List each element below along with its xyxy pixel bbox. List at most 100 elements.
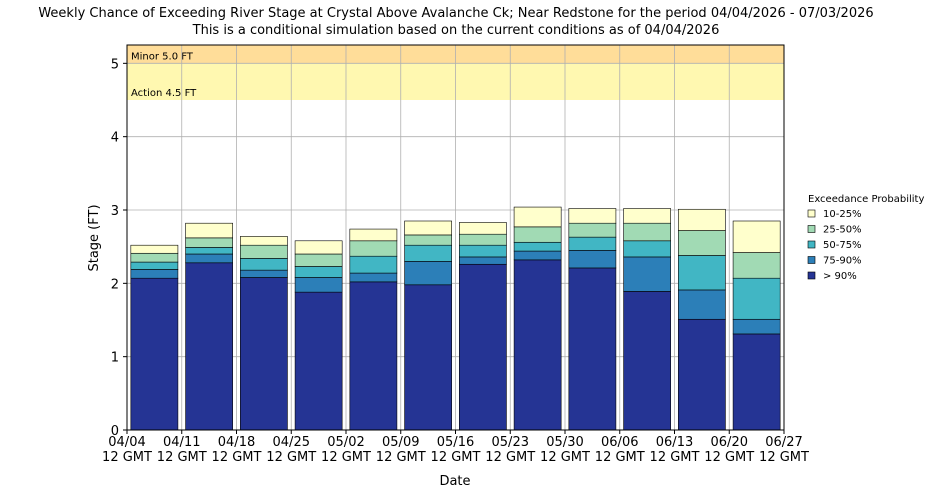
x-tick-time: 12 GMT xyxy=(157,450,207,465)
bar-segment xyxy=(404,284,452,431)
bar-segment xyxy=(130,277,179,431)
chart-title: Weekly Chance of Exceeding River Stage a… xyxy=(38,6,873,21)
x-tick-time: 12 GMT xyxy=(650,450,700,465)
bar-segment xyxy=(568,222,617,238)
bar-segment xyxy=(185,253,233,264)
bar-segment xyxy=(568,236,617,251)
bar-segment xyxy=(130,244,179,254)
bar-segment xyxy=(349,281,398,431)
x-tick-date: 04/11 xyxy=(163,435,200,450)
legend-swatch xyxy=(807,209,816,218)
bar-segment xyxy=(404,220,452,236)
x-axis-label: Date xyxy=(439,474,470,489)
x-tick-time: 12 GMT xyxy=(376,450,426,465)
y-tick-label: 3 xyxy=(111,204,119,219)
legend-swatch xyxy=(807,225,816,233)
legend-swatch xyxy=(807,256,816,264)
bar-segment xyxy=(732,252,781,279)
bar-segment xyxy=(678,255,726,291)
x-tick-time: 12 GMT xyxy=(485,450,535,465)
bar-segment xyxy=(513,259,562,431)
x-tick-time: 12 GMT xyxy=(759,450,809,465)
x-tick-time: 12 GMT xyxy=(431,450,481,465)
bar-segment xyxy=(349,272,398,283)
legend-label: > 90% xyxy=(823,271,857,282)
bar-segment xyxy=(349,228,398,242)
legend-label: 75-90% xyxy=(823,256,862,267)
bar-segment xyxy=(678,318,726,431)
x-tick-time: 12 GMT xyxy=(102,450,152,465)
bar-segment xyxy=(185,222,233,239)
bar-segment xyxy=(185,237,233,248)
bar-segment xyxy=(404,234,452,246)
x-tick-date: 04/18 xyxy=(218,435,255,450)
bar-segment xyxy=(404,261,452,286)
bar-segment xyxy=(678,230,726,256)
bar-segment xyxy=(185,262,233,431)
x-tick-date: 05/09 xyxy=(382,435,419,450)
bar-segment xyxy=(240,258,288,271)
x-tick-date: 04/25 xyxy=(273,435,310,450)
legend-swatch xyxy=(807,271,816,280)
bar-segment xyxy=(732,318,781,335)
x-tick-date: 05/23 xyxy=(492,435,529,450)
bar-segment xyxy=(130,261,179,270)
bar-segment xyxy=(678,208,726,231)
bar-segment xyxy=(349,240,398,257)
bar-segment xyxy=(240,244,288,259)
bar-segment xyxy=(459,222,507,235)
bar-segment xyxy=(513,250,562,261)
x-tick-time: 12 GMT xyxy=(540,450,590,465)
x-tick-time: 12 GMT xyxy=(321,450,371,465)
bar-segment xyxy=(294,253,343,267)
chart-subtitle: This is a conditional simulation based o… xyxy=(192,23,720,38)
bar-segment xyxy=(294,266,343,278)
x-tick-date: 06/20 xyxy=(711,435,748,450)
bar-segment xyxy=(623,222,671,242)
bar-segment xyxy=(623,240,671,258)
bar-segment xyxy=(623,256,671,292)
bar-segment xyxy=(623,291,671,431)
bar-segment xyxy=(459,244,507,258)
bar-segment xyxy=(294,291,343,431)
threshold-label: Minor 5.0 FT xyxy=(131,51,194,62)
bar-segment xyxy=(294,240,343,255)
bar-segment xyxy=(513,226,562,243)
bar-segment xyxy=(349,255,398,274)
bar-segment xyxy=(240,269,288,278)
bar-segment xyxy=(732,333,781,431)
x-tick-date: 05/30 xyxy=(546,435,583,450)
x-tick-date: 04/04 xyxy=(108,435,145,450)
x-tick-date: 05/02 xyxy=(327,435,364,450)
bar-segment xyxy=(294,277,343,293)
x-tick-time: 12 GMT xyxy=(595,450,645,465)
bar-segment xyxy=(513,206,562,228)
bar-segment xyxy=(678,289,726,320)
y-tick-label: 5 xyxy=(111,57,119,72)
bar-segment xyxy=(404,244,452,262)
bar-segment xyxy=(513,241,562,252)
bar-segment xyxy=(459,256,507,265)
bar-segment xyxy=(568,208,617,224)
bar-segment xyxy=(459,263,507,431)
x-tick-time: 12 GMT xyxy=(212,450,262,465)
legend-label: 50-75% xyxy=(823,240,862,251)
x-tick-date: 06/06 xyxy=(601,435,638,450)
bar-segment xyxy=(240,236,288,246)
bar-segment xyxy=(240,277,288,431)
bar-segment xyxy=(459,233,507,246)
y-tick-label: 1 xyxy=(111,351,119,366)
threshold-label: Action 4.5 FT xyxy=(131,88,197,99)
y-tick-label: 4 xyxy=(111,131,119,146)
x-tick-date: 06/27 xyxy=(765,435,802,450)
bar-segment xyxy=(623,208,671,224)
bar-segment xyxy=(130,252,179,263)
x-tick-time: 12 GMT xyxy=(266,450,316,465)
bar-segment xyxy=(732,277,781,320)
x-tick-date: 06/13 xyxy=(656,435,693,450)
y-tick-label: 0 xyxy=(111,424,119,439)
x-tick-time: 12 GMT xyxy=(704,450,754,465)
bar-segment xyxy=(732,220,781,253)
legend-title: Exceedance Probability xyxy=(808,194,924,205)
